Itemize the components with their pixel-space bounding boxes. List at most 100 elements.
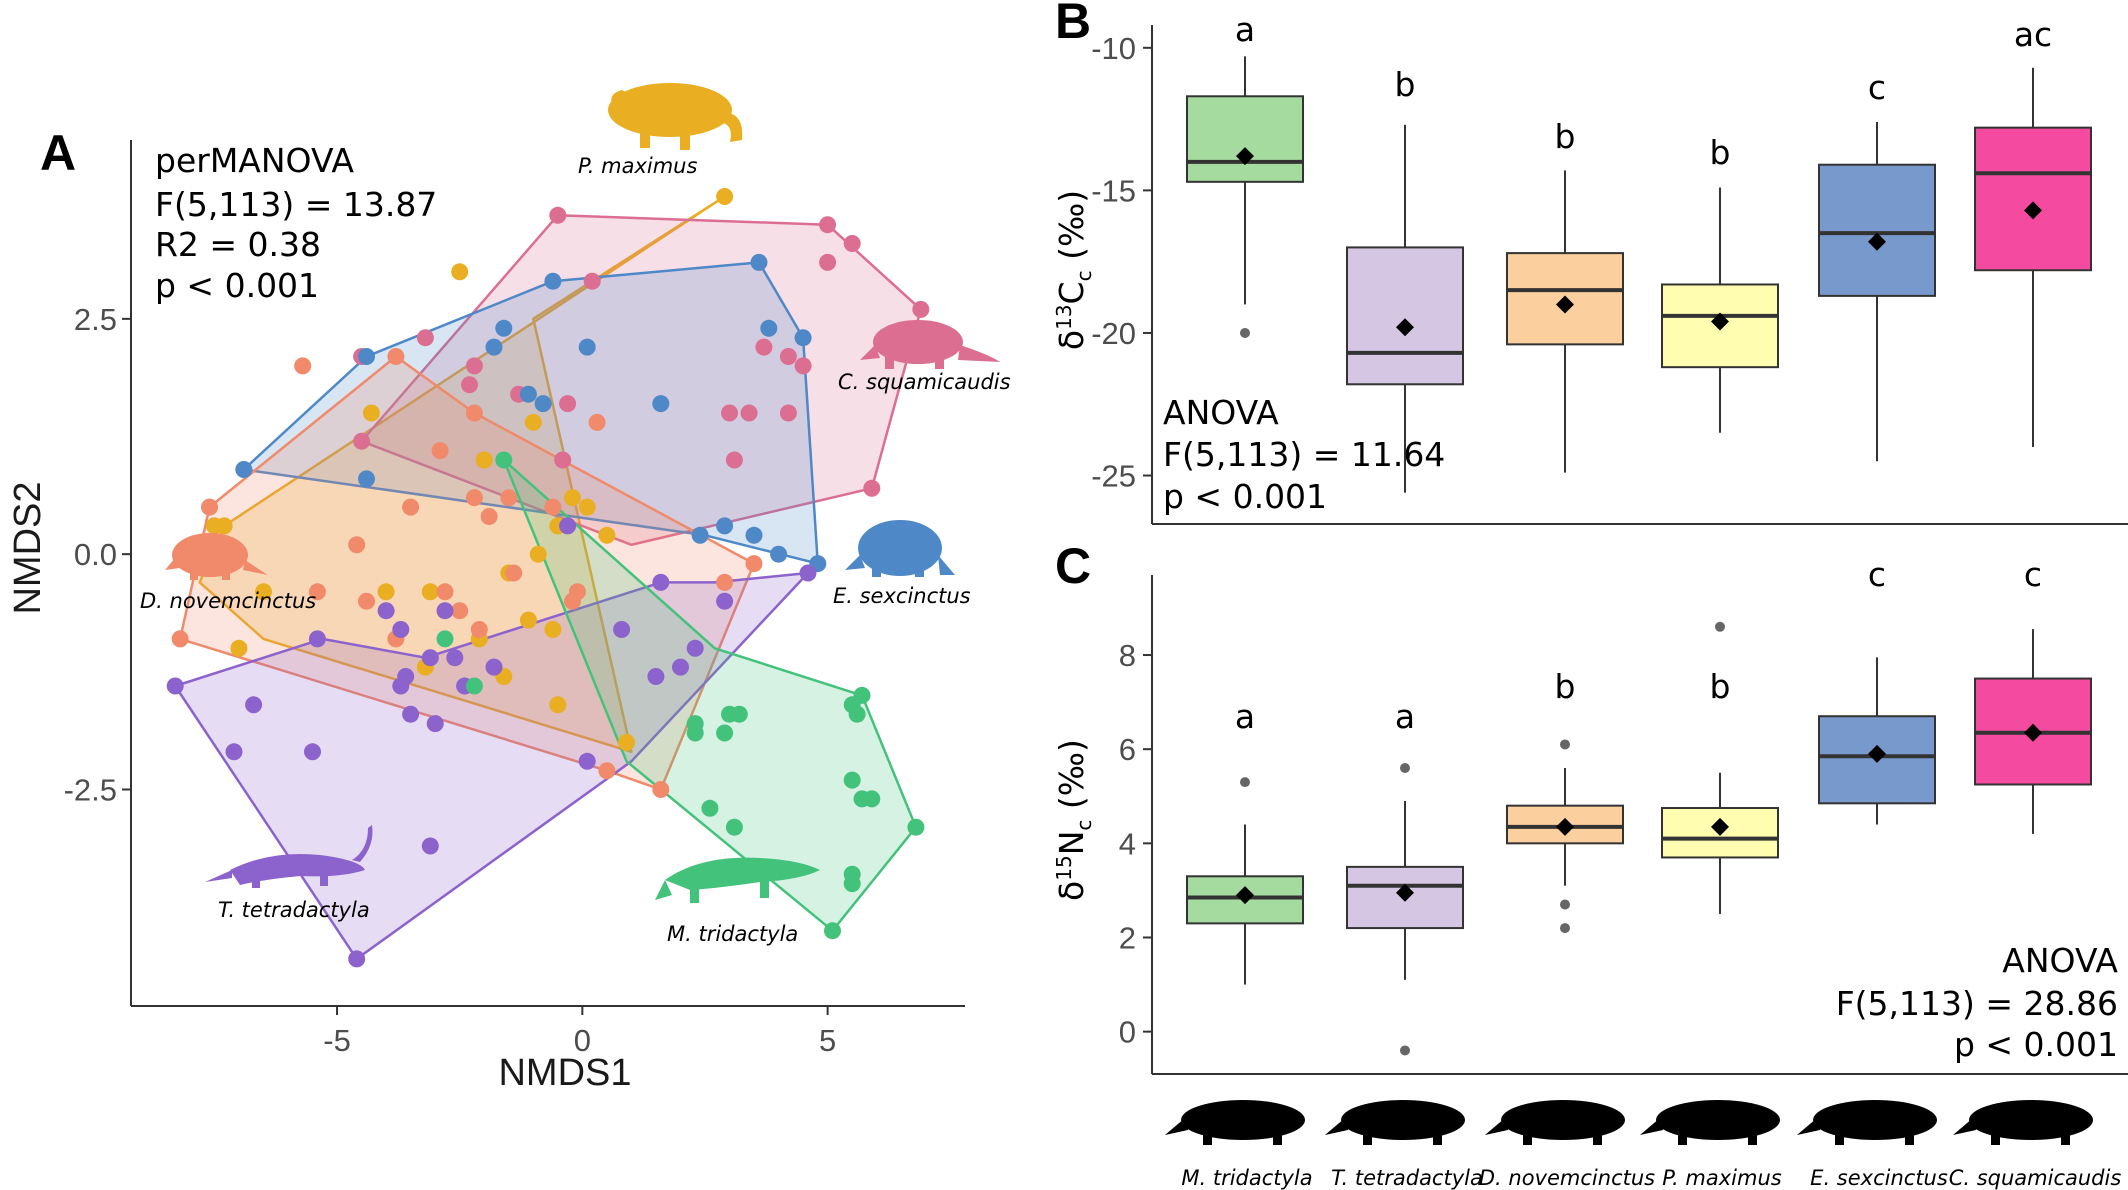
anteater-giant-silhouette bbox=[1165, 1100, 1305, 1145]
y-tick-label: 4 bbox=[1119, 826, 1136, 861]
stats-line: F(5,113) = 11.64 bbox=[1163, 435, 1445, 474]
box-mean-marker bbox=[1556, 295, 1574, 314]
armadillo-naked-tailed-silhouette bbox=[860, 320, 1000, 369]
data-point bbox=[201, 498, 218, 516]
box-iqr bbox=[1974, 126, 2092, 272]
data-point bbox=[794, 329, 812, 347]
y-axis-title: δ13Cc (‰) bbox=[1052, 190, 1096, 350]
permanova-stats: perMANOVA F(5,113) = 13.87 R2 = 0.38 p <… bbox=[155, 141, 437, 305]
group-letter: c bbox=[1868, 68, 1886, 107]
stats-line: ANOVA bbox=[1163, 393, 1279, 432]
data-point bbox=[672, 658, 689, 676]
group-letter: a bbox=[1235, 10, 1255, 49]
y-tick-label: 2.5 bbox=[74, 302, 117, 337]
data-point bbox=[750, 253, 768, 271]
data-point bbox=[255, 583, 272, 601]
box-mean-marker bbox=[1236, 886, 1254, 905]
data-point bbox=[436, 602, 454, 620]
data-point bbox=[549, 206, 567, 224]
data-point bbox=[559, 395, 577, 413]
group-letter: b bbox=[1555, 667, 1576, 706]
group-letter: b bbox=[1395, 65, 1416, 104]
species-label: C. squamicaudis bbox=[838, 370, 1011, 394]
silhouette-leg bbox=[1991, 1130, 2000, 1145]
data-point bbox=[171, 630, 189, 648]
data-point bbox=[421, 583, 439, 601]
data-point bbox=[431, 442, 449, 460]
silhouette-head bbox=[1953, 1118, 1976, 1135]
data-point bbox=[353, 432, 371, 450]
data-point bbox=[912, 300, 930, 318]
data-point bbox=[907, 818, 925, 836]
box-iqr bbox=[1506, 804, 1624, 845]
data-point bbox=[475, 451, 493, 469]
data-point bbox=[377, 602, 395, 620]
panel-b-d13c: a b b b c ac -10 -15 -20 -25 B δ13Cc (‰) ANOVA F… bbox=[1052, 0, 2128, 525]
box-mean-marker bbox=[1556, 817, 1574, 836]
silhouette-leg bbox=[1203, 1130, 1212, 1145]
data-point bbox=[652, 395, 670, 413]
data-point bbox=[770, 545, 788, 563]
data-point bbox=[436, 630, 454, 648]
box-iqr bbox=[1818, 163, 1936, 297]
data-point bbox=[544, 621, 562, 638]
data-point bbox=[799, 564, 817, 582]
silhouette-leg bbox=[1433, 1130, 1442, 1145]
panel-letter-c: C bbox=[1055, 538, 1091, 594]
armadillo-six-banded-silhouette bbox=[845, 520, 955, 577]
anteater-tamandua-silhouette bbox=[205, 825, 373, 888]
x-ticks: -5 0 5 bbox=[323, 1006, 836, 1058]
box-group: a b b b c ac bbox=[1186, 10, 2092, 493]
x-axis-title: NMDS1 bbox=[498, 1052, 631, 1094]
silhouette-leg bbox=[1835, 1130, 1844, 1145]
box-mean-marker bbox=[1396, 318, 1414, 337]
hull-polygon bbox=[242, 261, 820, 565]
data-point bbox=[387, 348, 405, 365]
panel-a-nmds: -5 0 5 2.5 0.0 -2.5 NMDS1 NMDS2 A perMANOVA … bbox=[7, 83, 1011, 1094]
silhouette-leg bbox=[1273, 1130, 1282, 1145]
data-point bbox=[848, 705, 866, 723]
silhouette-label: T. tetradactyla bbox=[1331, 1166, 1483, 1190]
silhouette-leg bbox=[1678, 1130, 1687, 1145]
box-mean-marker bbox=[2024, 201, 2042, 220]
data-point bbox=[819, 216, 837, 234]
silhouette-head bbox=[1640, 1118, 1663, 1135]
data-point bbox=[544, 272, 562, 290]
box-iqr bbox=[1346, 246, 1464, 386]
silhouette-head bbox=[1797, 1118, 1820, 1135]
species-label: D. novemcinctus bbox=[140, 589, 316, 613]
data-point bbox=[843, 771, 861, 789]
data-point bbox=[402, 705, 420, 723]
box-outlier bbox=[1560, 923, 1570, 934]
data-point bbox=[564, 489, 581, 507]
species-label: M. tridactyla bbox=[667, 922, 798, 946]
data-point bbox=[853, 686, 871, 704]
data-point bbox=[245, 696, 263, 714]
data-point bbox=[461, 376, 478, 394]
data-point bbox=[421, 837, 439, 855]
data-point bbox=[348, 950, 366, 968]
silhouette-label: M. tridactyla bbox=[1181, 1166, 1312, 1190]
data-point bbox=[740, 404, 758, 422]
data-point bbox=[559, 517, 577, 535]
panel-c-d15n: a a b b c c 8 6 4 2 0 C δ15Nc (‰) ANOVA F(5,113) … bbox=[1052, 538, 2128, 1075]
data-point bbox=[446, 649, 464, 667]
data-point bbox=[730, 705, 748, 723]
data-point bbox=[716, 188, 734, 205]
data-point bbox=[686, 724, 704, 742]
y-axis-title: NMDS2 bbox=[7, 481, 49, 614]
silhouette-body bbox=[1813, 1100, 1937, 1140]
data-point bbox=[578, 338, 596, 356]
data-point bbox=[230, 639, 248, 657]
data-point bbox=[205, 517, 223, 535]
silhouette-leg bbox=[1748, 1130, 1757, 1145]
data-point bbox=[505, 564, 523, 582]
armadillo-small-silhouette bbox=[1485, 1100, 1625, 1145]
data-point bbox=[421, 649, 439, 667]
x-tick-label: 5 bbox=[819, 1023, 836, 1058]
data-point bbox=[794, 357, 812, 375]
silhouette-body bbox=[1181, 1100, 1305, 1140]
y-tick-label: -25 bbox=[1091, 459, 1136, 494]
data-point bbox=[598, 526, 616, 544]
data-point bbox=[691, 526, 709, 544]
